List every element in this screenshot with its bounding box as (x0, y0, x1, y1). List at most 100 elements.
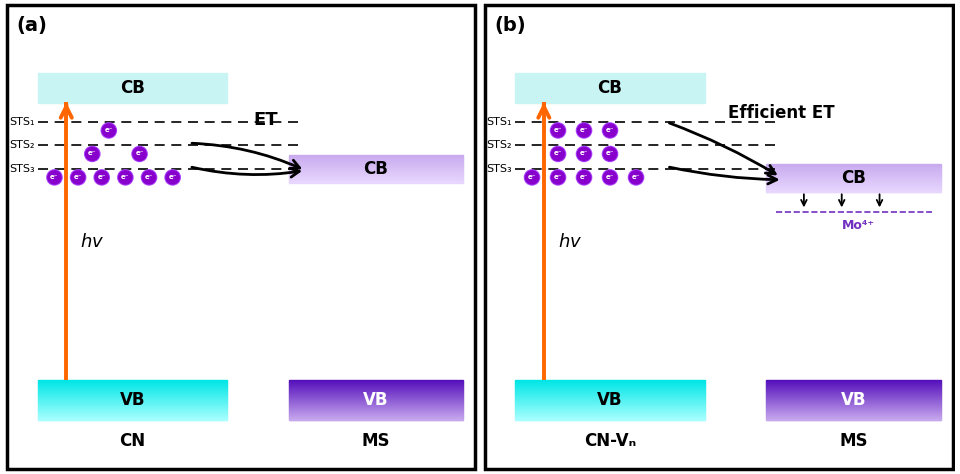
Bar (289, 160, 464, 161)
Bar (289, 399, 464, 400)
Bar (289, 155, 464, 183)
Circle shape (550, 123, 565, 138)
Bar (289, 406, 464, 407)
Bar (289, 167, 464, 168)
Bar (516, 396, 705, 397)
Bar (516, 408, 705, 409)
Bar (766, 397, 941, 398)
Bar (516, 393, 705, 394)
Text: CN-Vₙ: CN-Vₙ (584, 432, 636, 450)
Bar (516, 395, 705, 396)
Bar (766, 191, 941, 192)
Bar (516, 412, 705, 413)
Text: e⁻: e⁻ (632, 174, 640, 180)
Bar (516, 398, 705, 399)
Bar (766, 170, 941, 171)
Circle shape (603, 123, 617, 138)
Bar (289, 384, 464, 385)
Bar (766, 407, 941, 408)
Circle shape (604, 124, 616, 137)
Text: CN: CN (119, 432, 146, 450)
Bar (37, 406, 227, 407)
Bar (516, 387, 705, 388)
Circle shape (577, 124, 590, 137)
Bar (766, 405, 941, 406)
Text: Efficient ET: Efficient ET (729, 104, 835, 122)
Bar (289, 405, 464, 406)
Bar (289, 180, 464, 181)
Circle shape (141, 170, 156, 185)
Bar (766, 185, 941, 186)
Text: e⁻: e⁻ (88, 150, 97, 156)
Bar (289, 162, 464, 163)
Bar (289, 168, 464, 169)
Bar (289, 156, 464, 157)
Bar (37, 411, 227, 412)
Bar (766, 417, 941, 418)
Bar (766, 396, 941, 397)
Bar (766, 188, 941, 189)
Text: Mo⁴⁺: Mo⁴⁺ (842, 219, 875, 232)
Bar (766, 177, 941, 178)
Circle shape (603, 170, 617, 185)
Bar (289, 178, 464, 179)
Bar (289, 166, 464, 167)
Text: e⁻: e⁻ (580, 150, 588, 156)
Bar (37, 392, 227, 393)
Bar (289, 412, 464, 413)
Bar (37, 394, 227, 395)
Text: e⁻: e⁻ (168, 174, 177, 180)
Circle shape (603, 146, 617, 162)
Bar (289, 396, 464, 397)
Text: e⁻: e⁻ (74, 174, 83, 180)
Bar (289, 410, 464, 411)
Bar (766, 176, 941, 177)
Text: e⁻: e⁻ (145, 174, 154, 180)
Bar (289, 158, 464, 159)
Bar (766, 175, 941, 176)
Bar (766, 395, 941, 396)
Bar (766, 382, 941, 383)
Text: e⁻: e⁻ (554, 174, 563, 180)
Bar (766, 404, 941, 405)
Bar (766, 401, 941, 402)
Circle shape (165, 170, 180, 185)
Bar (516, 414, 705, 415)
Bar (766, 415, 941, 416)
Bar (766, 167, 941, 168)
Text: e⁻: e⁻ (606, 174, 614, 180)
Circle shape (550, 146, 565, 162)
Bar (766, 418, 941, 419)
Bar (37, 385, 227, 386)
Bar (289, 418, 464, 419)
Bar (289, 175, 464, 176)
Bar (766, 165, 941, 166)
Circle shape (576, 123, 591, 138)
Bar (766, 182, 941, 183)
Circle shape (102, 124, 115, 137)
Text: e⁻: e⁻ (50, 174, 59, 180)
Bar (289, 177, 464, 178)
Bar (289, 417, 464, 418)
Bar (37, 407, 227, 408)
Bar (289, 173, 464, 174)
Bar (37, 389, 227, 390)
Bar (766, 381, 941, 382)
Text: STS₁: STS₁ (487, 117, 512, 127)
Circle shape (629, 170, 643, 185)
Bar (289, 407, 464, 408)
Bar (766, 181, 941, 182)
Bar (37, 382, 227, 383)
Text: MS: MS (362, 432, 390, 450)
Bar (289, 413, 464, 414)
Text: STS₂: STS₂ (487, 140, 512, 150)
Text: CB: CB (364, 160, 389, 178)
Bar (289, 388, 464, 389)
Bar (37, 408, 227, 409)
Bar (289, 165, 464, 166)
Bar (289, 179, 464, 180)
Bar (516, 391, 705, 392)
Bar (289, 395, 464, 396)
Bar (516, 385, 705, 386)
Circle shape (132, 147, 146, 161)
